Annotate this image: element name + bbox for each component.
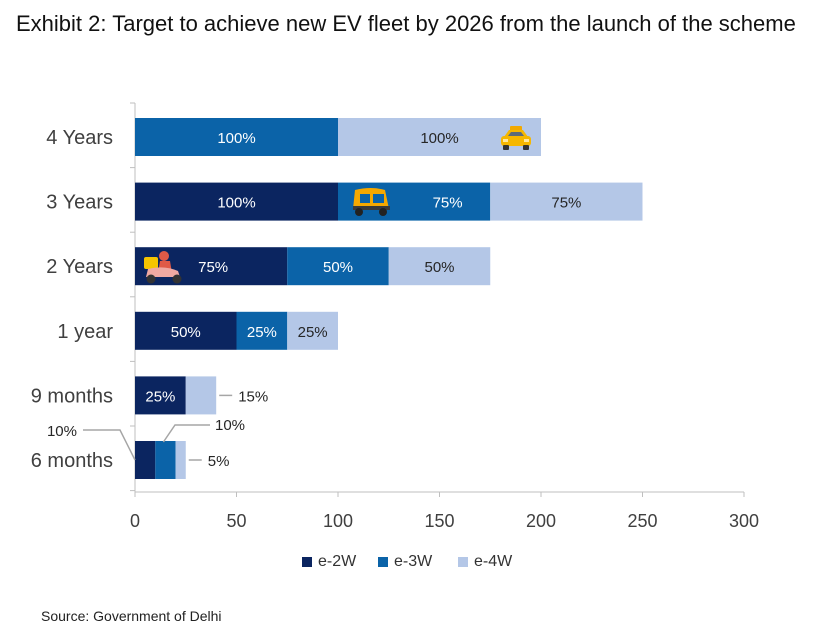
scooter-icon: [144, 251, 182, 284]
source-note: Source: Government of Delhi: [41, 608, 222, 624]
y-tick-label: 2 Years: [46, 256, 113, 278]
y-tick-label: 4 Years: [46, 127, 113, 149]
bar-segment: [287, 247, 389, 286]
bar-segment: [388, 247, 491, 286]
bar-segment: [490, 182, 643, 221]
bar-segment: [135, 376, 186, 415]
x-tick-label: 150: [424, 511, 454, 531]
data-label: 100%: [217, 130, 255, 147]
data-label: 25%: [298, 324, 328, 341]
bar-segment: [135, 118, 338, 156]
x-tick-label: 50: [226, 511, 246, 531]
bar-segment: [135, 182, 338, 221]
bar-segment: [287, 311, 338, 350]
data-label: 100%: [420, 130, 458, 147]
y-tick-label: 1 year: [57, 321, 113, 343]
data-label: 15%: [238, 388, 268, 405]
bar-segment: [175, 441, 186, 479]
legend-swatch: [458, 557, 468, 567]
chart-title: Exhibit 2: Target to achieve new EV flee…: [16, 11, 796, 36]
data-label: 10%: [215, 417, 245, 434]
data-label: 75%: [198, 259, 228, 276]
data-label: 50%: [171, 324, 201, 341]
bar-segment: [135, 311, 237, 350]
legend-label: e-2W: [318, 553, 357, 570]
bar-segment: [185, 376, 217, 415]
x-tick-label: 300: [729, 511, 759, 531]
legend-label: e-3W: [394, 553, 433, 570]
x-tick-label: 250: [627, 511, 657, 531]
legend: e-2W e-3W e-4W: [0, 553, 836, 575]
legend-swatch: [302, 557, 312, 567]
x-tick-label: 200: [526, 511, 556, 531]
bar-segment: [236, 311, 288, 350]
legend-item: e-4W: [458, 553, 512, 571]
y-tick-label: 3 Years: [46, 192, 113, 214]
taxi-icon: [501, 126, 531, 150]
data-label: 75%: [551, 195, 581, 212]
data-label: 75%: [433, 195, 463, 212]
data-label: 25%: [247, 324, 277, 341]
data-label: 100%: [217, 195, 255, 212]
legend-swatch: [378, 557, 388, 567]
legend-label: e-4W: [474, 553, 513, 570]
data-label: 50%: [424, 259, 454, 276]
data-label: 50%: [323, 259, 353, 276]
bar-segment: [155, 441, 176, 479]
auto-rickshaw-icon: [353, 188, 390, 216]
x-tick-label: 0: [130, 511, 140, 531]
y-tick-label: 6 months: [31, 450, 113, 472]
leader-line: [83, 429, 136, 461]
x-tick-label: 100: [323, 511, 353, 531]
data-label: 25%: [145, 388, 175, 405]
data-label: 10%: [47, 423, 77, 440]
leader-line: [162, 424, 210, 443]
y-tick-label: 9 months: [31, 385, 113, 407]
legend-item: e-3W: [378, 553, 432, 571]
data-label: 5%: [208, 453, 230, 470]
legend-item: e-2W: [302, 553, 356, 571]
bar-segment: [135, 441, 156, 479]
